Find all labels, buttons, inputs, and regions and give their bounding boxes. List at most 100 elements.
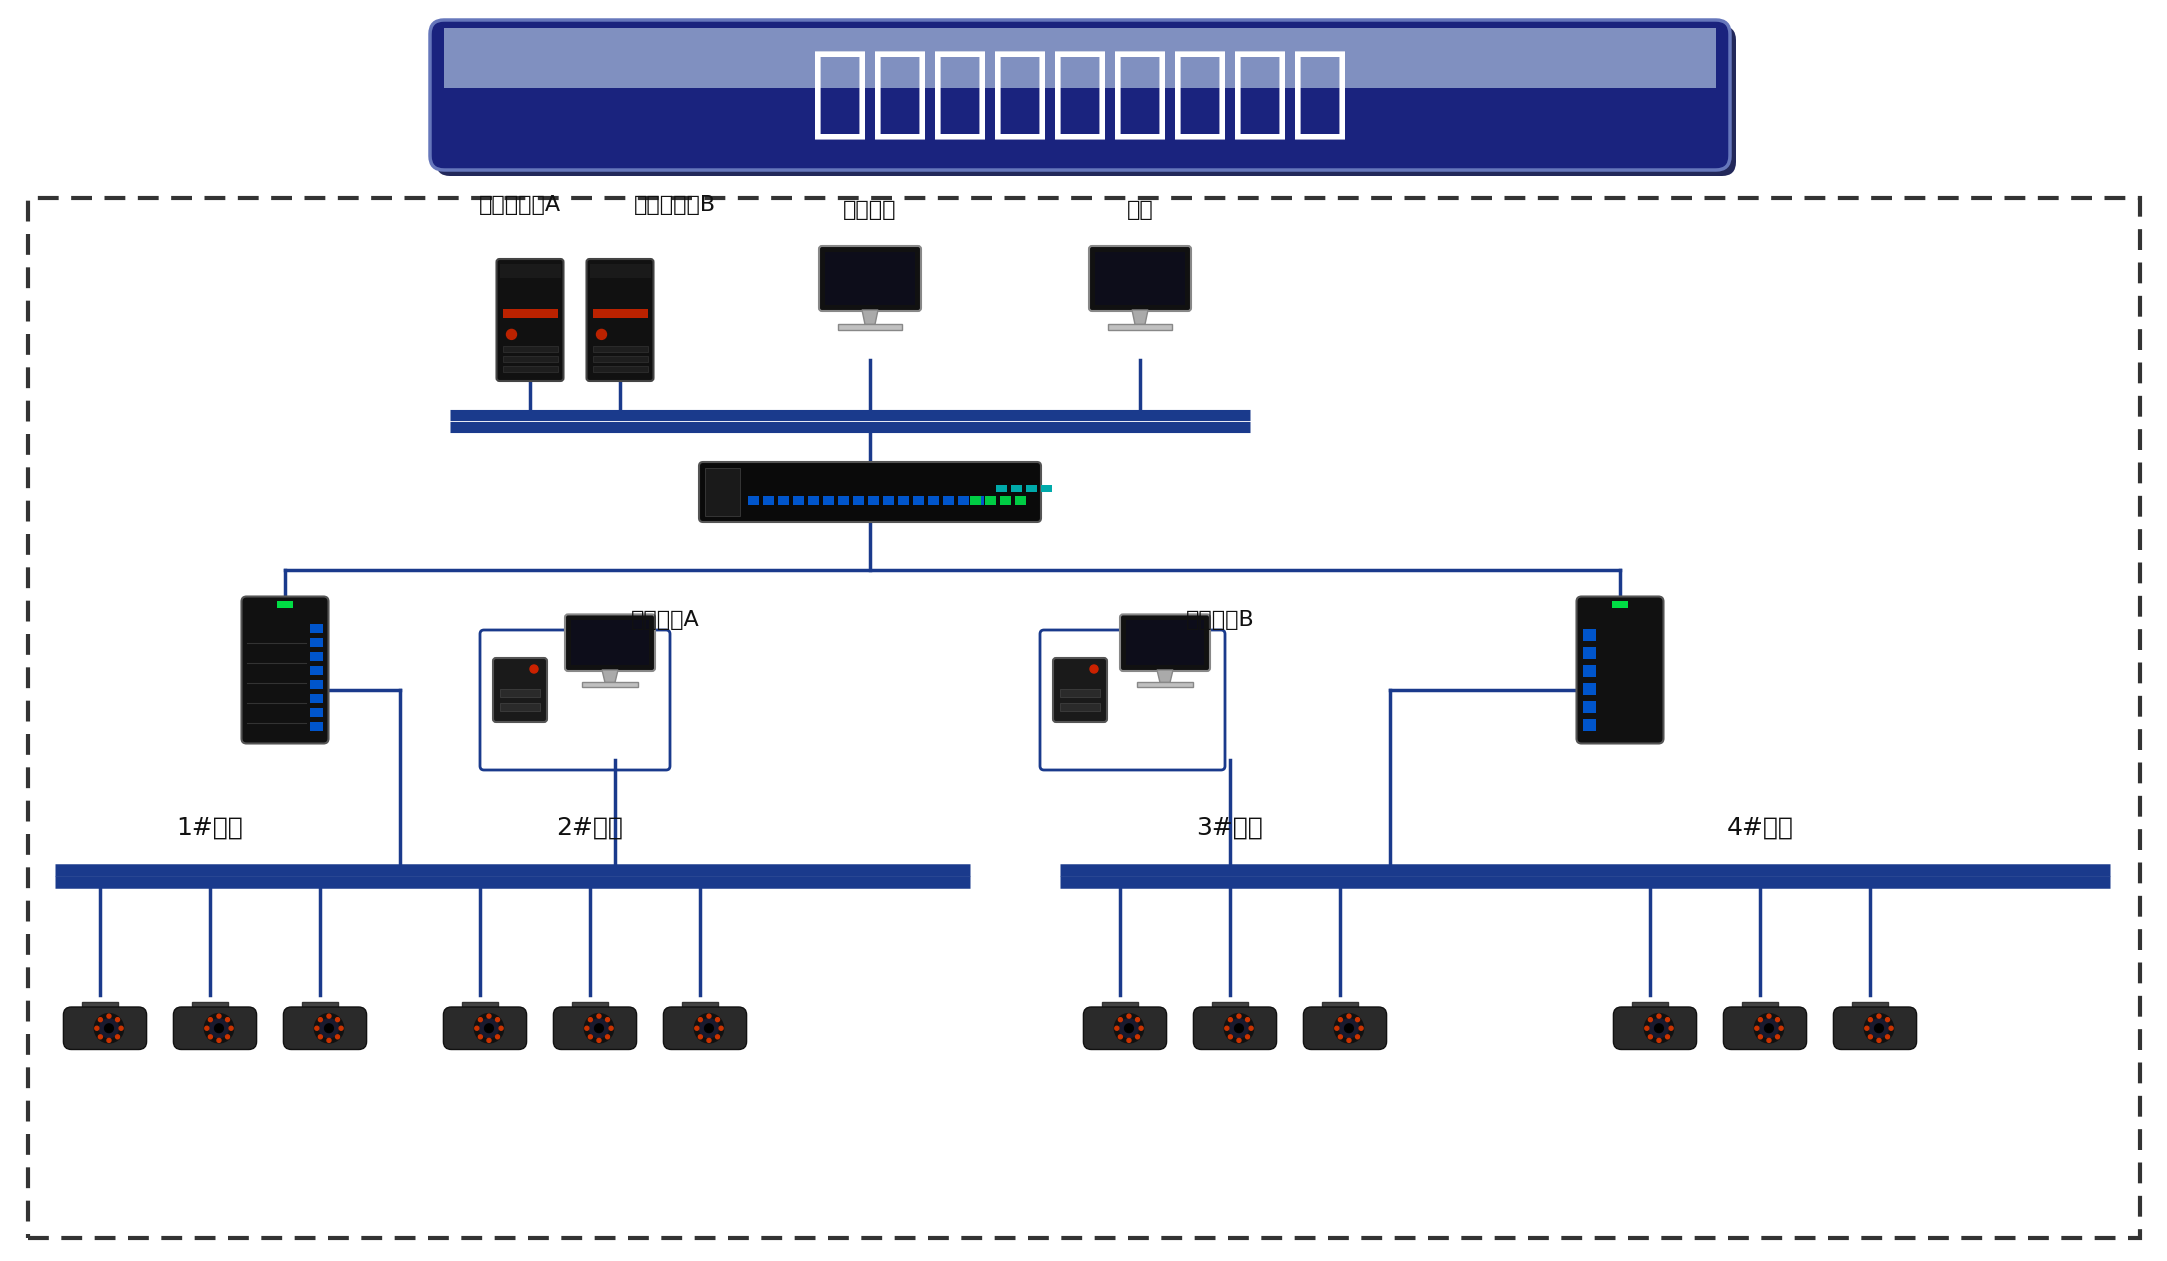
Bar: [570, 620, 648, 665]
FancyBboxPatch shape: [1614, 1008, 1697, 1049]
Circle shape: [1136, 1035, 1140, 1039]
Text: 1#车间: 1#车间: [178, 816, 243, 840]
FancyBboxPatch shape: [566, 614, 654, 671]
Circle shape: [1348, 1038, 1350, 1043]
Bar: [503, 366, 557, 372]
FancyBboxPatch shape: [436, 26, 1736, 177]
Bar: [592, 309, 648, 318]
Bar: [1335, 1008, 1346, 1030]
Circle shape: [596, 329, 607, 339]
Circle shape: [698, 1035, 702, 1039]
Circle shape: [589, 1019, 609, 1038]
Circle shape: [693, 1014, 724, 1043]
Circle shape: [1890, 1026, 1894, 1030]
Circle shape: [204, 1014, 234, 1043]
Circle shape: [1874, 1024, 1883, 1033]
Circle shape: [95, 1014, 124, 1043]
Circle shape: [1120, 1019, 1138, 1038]
Circle shape: [1885, 1018, 1890, 1021]
Bar: [869, 496, 880, 504]
Bar: [927, 496, 938, 504]
Circle shape: [704, 1024, 713, 1033]
Circle shape: [1766, 1038, 1770, 1043]
Text: 4#车间: 4#车间: [1727, 816, 1794, 840]
Circle shape: [1357, 1018, 1359, 1021]
Text: 工业级控制解决方案: 工业级控制解决方案: [810, 47, 1350, 144]
Polygon shape: [862, 310, 878, 324]
Bar: [310, 652, 323, 661]
Circle shape: [475, 1026, 479, 1030]
Bar: [1645, 1008, 1656, 1030]
Circle shape: [1766, 1014, 1770, 1018]
Bar: [1025, 485, 1038, 492]
Bar: [1753, 1008, 1766, 1030]
Text: 存储服务器A: 存储服务器A: [479, 195, 561, 214]
Bar: [1012, 485, 1023, 492]
FancyBboxPatch shape: [429, 102, 1729, 170]
Bar: [1322, 1002, 1359, 1010]
Circle shape: [319, 1018, 323, 1021]
Circle shape: [1779, 1026, 1783, 1030]
Bar: [973, 496, 984, 504]
Circle shape: [1870, 1019, 1887, 1038]
Circle shape: [1348, 1014, 1350, 1018]
Circle shape: [1359, 1026, 1363, 1030]
FancyBboxPatch shape: [700, 462, 1040, 522]
FancyBboxPatch shape: [494, 658, 546, 723]
Bar: [503, 356, 557, 362]
Circle shape: [319, 1035, 323, 1039]
Bar: [444, 28, 1716, 87]
Bar: [592, 356, 648, 362]
Bar: [310, 623, 323, 633]
FancyBboxPatch shape: [1090, 246, 1192, 311]
Bar: [310, 666, 323, 675]
Circle shape: [698, 1018, 702, 1021]
Circle shape: [1125, 1024, 1133, 1033]
Circle shape: [1237, 1014, 1242, 1018]
Bar: [897, 496, 908, 504]
Bar: [1224, 1008, 1235, 1030]
Bar: [763, 496, 774, 504]
Circle shape: [605, 1035, 609, 1039]
Circle shape: [1775, 1035, 1779, 1039]
Bar: [1853, 1002, 1887, 1010]
Circle shape: [1118, 1018, 1123, 1021]
Circle shape: [1656, 1024, 1664, 1033]
Bar: [943, 496, 953, 504]
Circle shape: [1877, 1014, 1881, 1018]
Circle shape: [706, 1014, 711, 1018]
FancyBboxPatch shape: [1578, 596, 1664, 744]
Bar: [882, 496, 895, 504]
Circle shape: [1229, 1018, 1233, 1021]
Bar: [589, 264, 650, 277]
Circle shape: [1658, 1038, 1660, 1043]
Circle shape: [100, 1019, 119, 1038]
Bar: [793, 496, 804, 504]
Text: 备机: 备机: [1127, 200, 1153, 219]
Circle shape: [106, 1014, 111, 1018]
Text: 监控主机: 监控主机: [843, 200, 897, 219]
FancyBboxPatch shape: [241, 596, 329, 744]
Circle shape: [719, 1026, 724, 1030]
Circle shape: [1868, 1018, 1872, 1021]
Circle shape: [208, 1018, 212, 1021]
Circle shape: [119, 1026, 124, 1030]
Text: 监控主机B: 监控主机B: [1185, 610, 1255, 630]
Bar: [82, 1002, 117, 1010]
Bar: [310, 638, 323, 647]
Circle shape: [314, 1014, 345, 1043]
Bar: [1582, 701, 1595, 712]
Bar: [1094, 252, 1185, 305]
Circle shape: [1229, 1019, 1248, 1038]
Circle shape: [1248, 1026, 1253, 1030]
Circle shape: [485, 1024, 494, 1033]
Circle shape: [1229, 1035, 1233, 1039]
Circle shape: [1335, 1014, 1363, 1043]
Circle shape: [585, 1014, 613, 1043]
Circle shape: [115, 1035, 119, 1039]
Circle shape: [1246, 1018, 1250, 1021]
Bar: [826, 252, 914, 305]
Circle shape: [217, 1038, 221, 1043]
Circle shape: [98, 1035, 102, 1039]
Bar: [314, 1008, 325, 1030]
